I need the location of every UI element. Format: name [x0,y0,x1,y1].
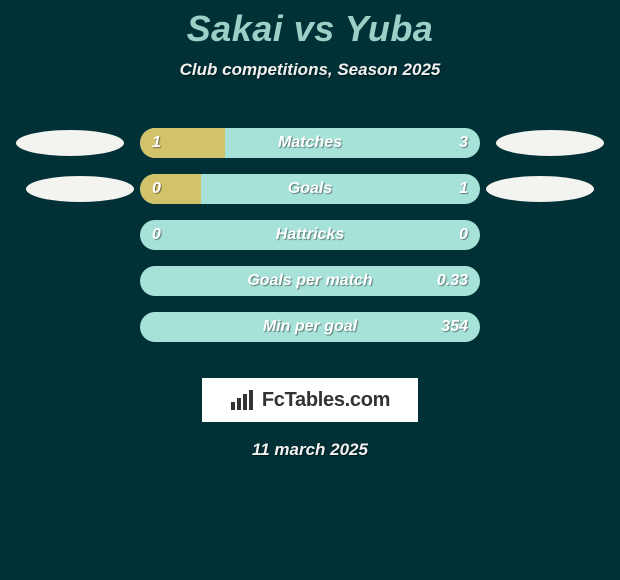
bar-wrap: 0 Goals 1 [140,166,480,212]
brand-text: FcTables.com [262,389,390,412]
right-oval-slot [480,304,620,350]
subtitle: Club competitions, Season 2025 [0,60,620,80]
stat-row: 0 Hattricks 0 [0,212,620,258]
stat-row: 0 Goals 1 [0,166,620,212]
bar-wrap: 0 Hattricks 0 [140,212,480,258]
stat-bar: 1 Matches 3 [140,128,480,158]
right-oval-slot [480,120,620,166]
right-oval-slot [480,166,620,212]
bar-value-left: 0 [152,180,161,198]
stat-bar: 0 Goals 1 [140,174,480,204]
left-oval-slot [0,120,140,166]
left-oval-slot [0,166,140,212]
left-oval-slot [0,212,140,258]
stats-list: 1 Matches 3 0 Goals 1 0 Hattricks 0 Goals per mat… [0,120,620,350]
brand-bars-icon [230,390,256,410]
stat-row: 1 Matches 3 [0,120,620,166]
bar-wrap: 1 Matches 3 [140,120,480,166]
bar-value-right: 0.33 [437,272,468,290]
bar-value-left: 0 [152,226,161,244]
bar-label: Min per goal [263,318,357,336]
date-text: 11 march 2025 [0,440,620,460]
stat-bar: Goals per match 0.33 [140,266,480,296]
player-oval-left [16,130,124,156]
bar-label: Hattricks [276,226,344,244]
page-title: Sakai vs Yuba [0,0,620,50]
bar-label: Goals per match [247,272,372,290]
stat-bar: 0 Hattricks 0 [140,220,480,250]
brand-badge: FcTables.com [202,378,418,422]
right-oval-slot [480,258,620,304]
stat-row: Min per goal 354 [0,304,620,350]
bar-value-right: 0 [459,226,468,244]
bar-value-right: 354 [441,318,468,336]
bar-wrap: Min per goal 354 [140,304,480,350]
player-oval-right [496,130,604,156]
player-oval-left [26,176,134,202]
bar-value-right: 1 [459,180,468,198]
stat-bar: Min per goal 354 [140,312,480,342]
bar-fill-left [140,174,201,204]
bar-label: Matches [278,134,342,152]
bar-value-right: 3 [459,134,468,152]
bar-label: Goals [288,180,332,198]
stat-row: Goals per match 0.33 [0,258,620,304]
left-oval-slot [0,304,140,350]
bar-wrap: Goals per match 0.33 [140,258,480,304]
comparison-infographic: Sakai vs Yuba Club competitions, Season … [0,0,620,580]
left-oval-slot [0,258,140,304]
right-oval-slot [480,212,620,258]
player-oval-right [486,176,594,202]
bar-value-left: 1 [152,134,161,152]
